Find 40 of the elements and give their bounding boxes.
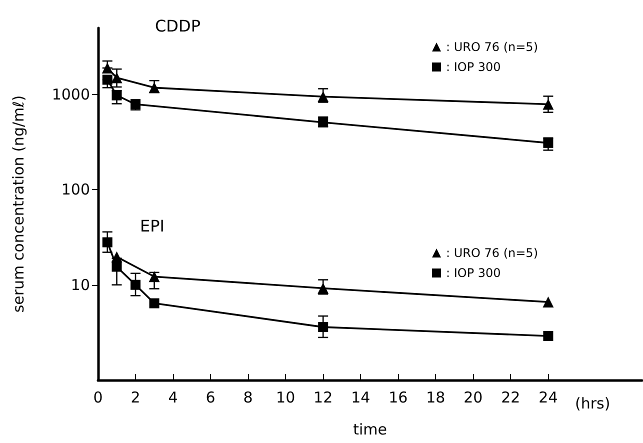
x-tick-label: 6 bbox=[206, 388, 216, 406]
x-axis-title: time bbox=[353, 420, 387, 438]
y-tick-label: 100 bbox=[61, 180, 90, 199]
x-tick-label: 4 bbox=[168, 388, 178, 406]
x-tick-label: 14 bbox=[351, 388, 370, 406]
point bbox=[102, 74, 112, 85]
legend-label: : IOP 300 bbox=[446, 60, 501, 74]
point bbox=[111, 72, 122, 84]
x-tick-label: 16 bbox=[388, 388, 408, 406]
point bbox=[102, 237, 112, 248]
point bbox=[112, 262, 122, 272]
legend-label: : URO 76 (n=5) bbox=[446, 246, 538, 260]
point bbox=[318, 282, 329, 294]
point bbox=[148, 271, 160, 282]
x-tick-label: 2 bbox=[130, 388, 140, 406]
x-tick-label: 10 bbox=[276, 388, 296, 406]
x-tick-label: 12 bbox=[314, 388, 333, 406]
x-tick-label: 24 bbox=[538, 388, 558, 406]
legend-label: : URO 76 (n=5) bbox=[446, 40, 538, 54]
legend-label: : IOP 300 bbox=[446, 266, 501, 280]
y-tick-label: 1000 bbox=[52, 86, 90, 104]
x-tick-label: 20 bbox=[464, 388, 483, 406]
annotation: CDDP bbox=[155, 16, 201, 36]
point bbox=[148, 82, 160, 94]
y-axis-title: serum concentration (ng/mℓ) bbox=[10, 95, 28, 313]
text: (hrs) bbox=[575, 394, 610, 412]
x-tick-label: 18 bbox=[426, 388, 446, 406]
point bbox=[542, 98, 554, 110]
point bbox=[149, 298, 160, 308]
annotation: EPI bbox=[140, 216, 164, 236]
x-tick-label: 0 bbox=[93, 388, 103, 406]
point bbox=[318, 322, 328, 332]
x-tick-label: 22 bbox=[501, 388, 520, 406]
point bbox=[318, 91, 329, 102]
x-tick-label: 8 bbox=[243, 388, 253, 406]
point bbox=[543, 330, 554, 341]
point bbox=[130, 280, 141, 290]
y-tick-label: 10 bbox=[70, 276, 90, 294]
point bbox=[542, 296, 554, 308]
point bbox=[543, 138, 554, 148]
